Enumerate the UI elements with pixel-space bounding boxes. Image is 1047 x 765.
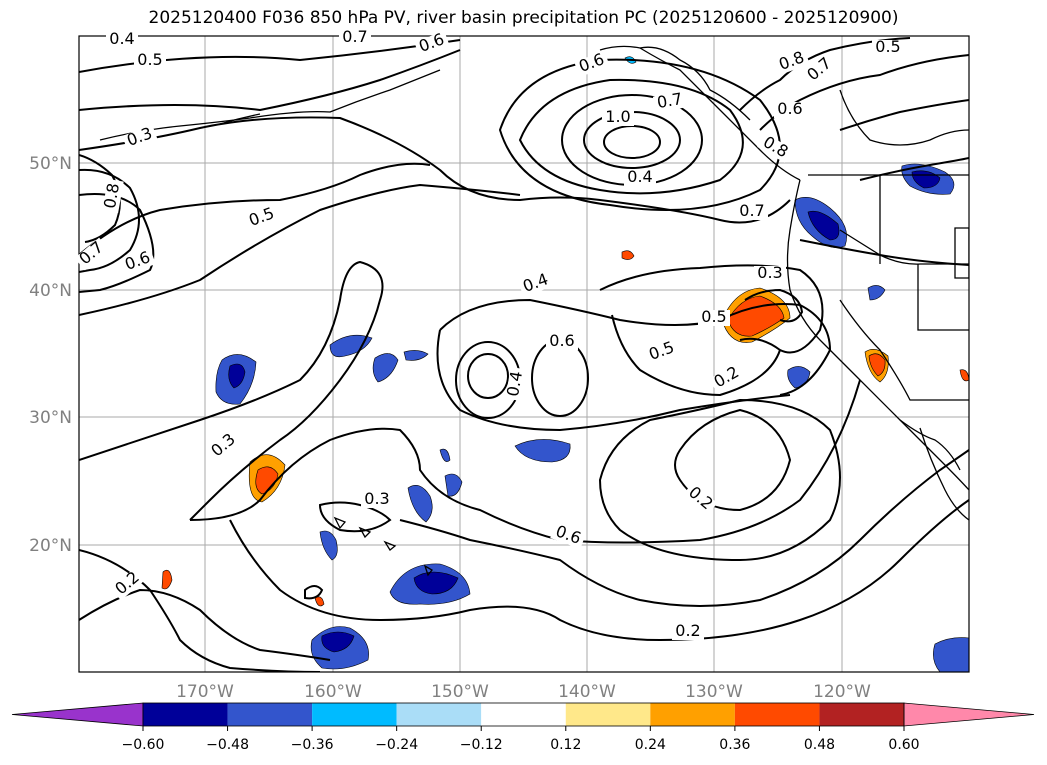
contour-label-bg	[682, 482, 718, 516]
lat-label-20n: 20°N	[29, 536, 72, 556]
contour-label-bg	[122, 125, 158, 151]
contour-label-bg	[672, 624, 704, 640]
colorbar-tick-label: −0.60	[122, 737, 165, 753]
colorbar-tick-label: 0.24	[635, 737, 666, 753]
contour-label-bg	[574, 51, 610, 77]
lat-label-30n: 30°N	[29, 408, 72, 428]
contour-label-bg	[644, 339, 680, 365]
lon-label-130w: 130°W	[685, 682, 743, 702]
contour-label: 0.3	[364, 489, 389, 508]
contour-label-bg	[602, 110, 634, 126]
contour-labels: 0.40.50.7 0.60.30.80.7 0.60.51.00.70.6 0.80…	[74, 27, 904, 640]
colorbar-swatch	[396, 703, 482, 726]
contour-label: 0.2	[675, 621, 700, 640]
colorbar-swatch	[650, 703, 735, 726]
colorbar-swatch	[565, 703, 651, 726]
lat-axis: 50°N 40°N 30°N 20°N	[29, 154, 72, 556]
contour-label-bg	[106, 32, 138, 48]
contour-label: 0.5	[137, 50, 162, 69]
contour-label-bg	[102, 178, 124, 214]
contour-label-bg	[550, 523, 586, 549]
contour-label: 0.4	[503, 370, 526, 398]
contour-label: 0.8	[100, 182, 123, 210]
contour-label-bg	[652, 91, 688, 113]
colorbar-tick-label: 0.36	[719, 737, 750, 753]
contour-label: 0.7	[342, 27, 367, 46]
contour-label-bg	[802, 53, 838, 87]
contour-label-bg	[244, 205, 280, 231]
lon-label-170w: 170°W	[176, 682, 234, 702]
contour-label-bg	[505, 366, 527, 402]
precip-shading	[161, 56, 969, 672]
colorbar-tick-label: 0.48	[804, 737, 835, 753]
contour-label-bg	[414, 31, 450, 57]
colorbar-frame	[142, 702, 905, 727]
contour-label-bg	[74, 237, 110, 271]
colorbar-swatch	[143, 703, 228, 726]
contour-label: 0.5	[875, 37, 900, 56]
contour-label-bg	[757, 133, 793, 163]
map-panel	[79, 36, 969, 672]
colorbar-swatch	[227, 703, 313, 726]
contour-label-bg	[774, 102, 806, 118]
colorbar-tick-label: −0.12	[460, 737, 503, 753]
map-frame	[78, 35, 970, 673]
contour-label-bg	[872, 40, 904, 56]
contour-label-bg	[206, 429, 242, 463]
colorbar-tick-label: −0.36	[291, 737, 334, 753]
colorbar-swatch	[312, 703, 397, 726]
contour-label-bg	[339, 30, 371, 46]
contour-label-bg	[546, 334, 578, 350]
coastlines	[99, 45, 969, 577]
colorbar-swatch	[734, 703, 820, 726]
contour-label-bg	[624, 170, 656, 186]
contour-label-bg	[754, 266, 786, 282]
lon-label-140w: 140°W	[558, 682, 616, 702]
colorbar-tick-label: 0.60	[888, 737, 919, 753]
lat-label-40n: 40°N	[29, 281, 72, 301]
lat-label-50n: 50°N	[29, 154, 72, 174]
lon-label-160w: 160°W	[304, 682, 362, 702]
contour-label: 0.7	[656, 89, 684, 112]
colorbar: −0.60 −0.48 −0.36 −0.24 −0.12 0.12 0.24 0.36 0.4…	[11, 702, 1035, 753]
contour-label: 0.7	[739, 201, 764, 220]
contour-label-bg	[110, 567, 146, 601]
contour-label: 0.5	[701, 307, 726, 326]
contour-label: 0.6	[777, 99, 802, 118]
contour-label-bg	[518, 271, 554, 297]
colorbar-tick-label: −0.24	[375, 737, 418, 753]
colorbar-extend-high	[903, 702, 1035, 727]
contour-label-bg	[698, 310, 730, 326]
lon-label-120w: 120°W	[813, 682, 871, 702]
contour-label-bg	[120, 249, 156, 275]
contour-label-bg	[361, 492, 393, 508]
contour-label: 0.4	[109, 29, 134, 48]
lon-axis: 170°W 160°W 150°W 140°W 130°W 120°W	[176, 682, 871, 702]
colorbar-swatch	[819, 703, 904, 726]
colorbar-extend-low	[11, 702, 144, 727]
colorbar-tick-label: 0.12	[550, 737, 581, 753]
graticule	[79, 36, 969, 672]
contour-label: 0.6	[549, 331, 574, 350]
contour-label: 0.3	[757, 263, 782, 282]
contour-label-bg	[134, 53, 166, 69]
contour-label-bg	[709, 363, 745, 393]
contour-label: 0.4	[627, 167, 652, 186]
contour-label: 1.0	[605, 107, 630, 126]
colorbar-tick-label: −0.48	[206, 737, 249, 753]
contour-label-bg	[774, 49, 810, 75]
lon-label-150w: 150°W	[431, 682, 489, 702]
colorbar-swatch	[481, 703, 566, 726]
contour-label-bg	[736, 204, 768, 220]
map-title: 2025120400 F036 850 hPa PV, river basin …	[148, 8, 899, 28]
